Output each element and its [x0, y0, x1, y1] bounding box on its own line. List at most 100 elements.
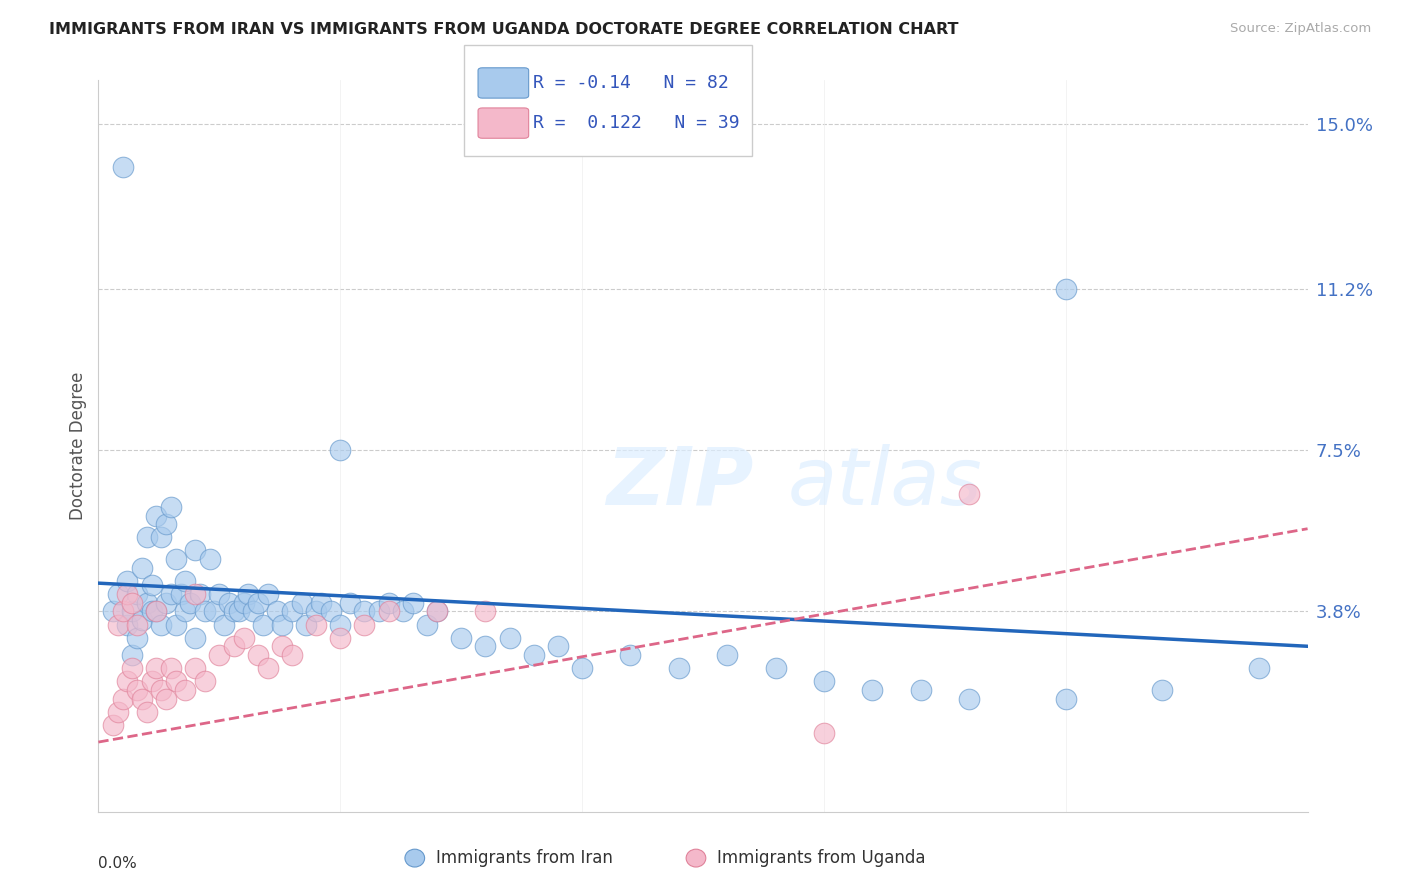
Point	[107, 587, 129, 601]
Point	[117, 574, 139, 588]
Point	[247, 648, 270, 662]
Point	[813, 674, 835, 689]
Point	[256, 587, 278, 601]
Point	[402, 596, 425, 610]
Point	[668, 661, 690, 675]
Point	[329, 631, 352, 645]
Point	[281, 648, 304, 662]
Point	[184, 543, 207, 558]
Point	[281, 604, 304, 618]
Point	[198, 552, 221, 566]
Text: Source: ZipAtlas.com: Source: ZipAtlas.com	[1230, 22, 1371, 36]
Point	[165, 674, 187, 689]
Point	[127, 682, 149, 697]
Point	[204, 604, 226, 618]
Point	[498, 631, 520, 645]
Point	[107, 705, 129, 719]
Point	[309, 596, 332, 610]
Point	[716, 648, 738, 662]
Point	[339, 596, 361, 610]
Point	[145, 661, 167, 675]
Point	[155, 596, 177, 610]
Point	[141, 674, 163, 689]
Text: ZIP: ZIP	[606, 443, 754, 522]
Point	[1152, 682, 1174, 697]
Point	[222, 604, 245, 618]
Point	[368, 604, 391, 618]
Text: 0.0%: 0.0%	[98, 855, 138, 871]
Point	[121, 596, 143, 610]
Point	[860, 682, 883, 697]
Point	[353, 604, 375, 618]
Point	[1054, 691, 1077, 706]
Point	[218, 596, 240, 610]
Point	[353, 617, 375, 632]
Point	[150, 617, 173, 632]
Point	[1249, 661, 1271, 675]
Point	[392, 604, 415, 618]
Point	[174, 574, 197, 588]
Point	[121, 661, 143, 675]
Point	[127, 587, 149, 601]
Point	[252, 617, 274, 632]
Point	[426, 604, 449, 618]
Text: R =  0.122   N = 39: R = 0.122 N = 39	[533, 114, 740, 132]
Point	[813, 726, 835, 740]
Point	[232, 596, 254, 610]
Text: Immigrants from Uganda: Immigrants from Uganda	[717, 849, 925, 867]
Point	[319, 604, 342, 618]
Point	[131, 691, 153, 706]
Text: R = -0.14   N = 82: R = -0.14 N = 82	[533, 74, 728, 92]
Point	[523, 648, 546, 662]
Point	[271, 617, 294, 632]
Point	[194, 674, 217, 689]
Point	[160, 500, 183, 514]
Point	[329, 617, 352, 632]
Point	[160, 661, 183, 675]
Text: Immigrants from Iran: Immigrants from Iran	[436, 849, 613, 867]
Point	[208, 648, 231, 662]
Point	[208, 587, 231, 601]
Point	[121, 604, 143, 618]
Point	[329, 443, 352, 458]
Point	[222, 640, 245, 654]
Point	[194, 604, 217, 618]
Point	[184, 631, 207, 645]
Point	[232, 631, 254, 645]
Point	[155, 517, 177, 532]
Point	[305, 604, 328, 618]
Point	[169, 587, 191, 601]
Point	[160, 587, 183, 601]
Point	[228, 604, 250, 618]
Point	[765, 661, 787, 675]
Point	[377, 604, 399, 618]
Point	[957, 487, 980, 501]
Point	[107, 617, 129, 632]
Point	[141, 604, 163, 618]
Point	[174, 604, 197, 618]
Point	[188, 587, 211, 601]
Point	[377, 596, 399, 610]
Point	[131, 561, 153, 575]
Point	[184, 587, 207, 601]
Point	[165, 617, 187, 632]
Point	[426, 604, 449, 618]
Point	[155, 691, 177, 706]
Point	[141, 578, 163, 592]
Point	[242, 604, 264, 618]
Point	[256, 661, 278, 675]
Point	[179, 596, 201, 610]
Y-axis label: Doctorate Degree: Doctorate Degree	[69, 372, 87, 520]
Point	[111, 604, 134, 618]
Point	[619, 648, 641, 662]
Point	[165, 552, 187, 566]
Point	[266, 604, 288, 618]
Point	[150, 530, 173, 544]
Point	[474, 604, 496, 618]
Point	[127, 617, 149, 632]
Point	[101, 604, 124, 618]
Text: atlas: atlas	[787, 443, 983, 522]
Point	[212, 617, 235, 632]
Point	[305, 617, 328, 632]
Point	[290, 596, 312, 610]
